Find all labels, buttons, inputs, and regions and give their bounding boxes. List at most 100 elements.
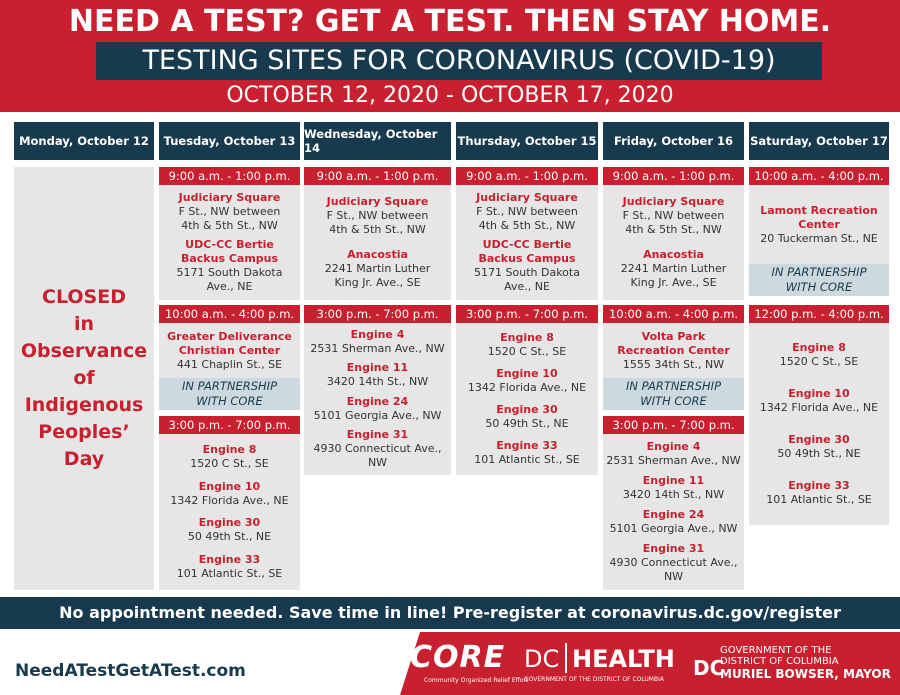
site: Engine 8 1520 C St., SE (749, 341, 889, 369)
partner-line: IN PARTNERSHIP (181, 379, 278, 393)
site-block: Greater Deliverance Christian Center 441 C… (159, 323, 300, 410)
site-block: Judiciary Square F St., NW between 4th & 5… (456, 185, 598, 300)
site-name: Lamont Recreation (760, 203, 878, 217)
site-list: Engine 8 1520 C St., SE Engine 10 1342 Flor… (456, 323, 598, 475)
site: Judiciary Square F St., NW between 4th & 5… (603, 195, 744, 237)
site-address: 4th & 5th St., NW (329, 223, 426, 237)
site: Engine 30 50 49th St., NE (749, 433, 889, 461)
time-bar: 3:00 p.m. - 7:00 p.m. (603, 416, 744, 434)
site-address: F St., NW between (622, 209, 725, 223)
site: Engine 4 2531 Sherman Ave., NW (304, 328, 451, 356)
site-name: Backus Campus (180, 252, 279, 266)
site-name: Judiciary Square (178, 190, 281, 204)
site-list: Lamont Recreation Center 20 Tuckerman St.,… (749, 185, 889, 264)
site: Engine 11 3420 14th St., NW (603, 474, 744, 502)
site-address: 3420 14th St., NW (326, 375, 429, 389)
site: Engine 10 1342 Florida Ave., NE (749, 387, 889, 415)
site-address: Ave., NE (206, 280, 253, 294)
time-bar: 10:00 a.m. - 4:00 p.m. (749, 167, 889, 185)
dc-logo: DC (524, 645, 560, 673)
site-address: 101 Atlantic St., SE (474, 453, 580, 466)
site: Engine 33 101 Atlantic St., SE (456, 439, 598, 467)
site-name: Engine 33 (788, 479, 850, 492)
site-address: 1555 34th St., NW (622, 357, 725, 371)
site-address: 1520 C St., SE (487, 345, 567, 358)
divider (565, 643, 567, 673)
closed-panel: CLOSED in Observance of Indigenous Peoples’ Da… (14, 167, 154, 590)
url: NeedATestGetATest.com (15, 661, 246, 681)
site-address: 1342 Florida Ave., NE (759, 401, 879, 414)
site-address: 4th & 5th St., NW (625, 223, 722, 237)
site-list: Engine 4 2531 Sherman Ave., NW Engine 11 34… (304, 323, 451, 475)
site-address: 101 Atlantic St., SE (176, 567, 283, 581)
closed-text: Observance (20, 340, 148, 362)
site: UDC-CC Bertie Backus Campus 5171 South Dak… (159, 238, 300, 294)
site-list: Engine 8 1520 C St., SE Engine 10 1342 Flor… (159, 434, 300, 590)
site: Judiciary Square F St., NW between 4th & 5… (159, 191, 300, 233)
site-name: Engine 10 (198, 479, 261, 493)
site-address: 2531 Sherman Ave., NW (606, 454, 741, 467)
core-logo: CORE (410, 640, 506, 675)
site-name: Engine 8 (500, 331, 554, 344)
site-name: Engine 33 (496, 439, 558, 452)
site-name: Backus Campus (478, 252, 576, 266)
site-block: Lamont Recreation Center 20 Tuckerman St.,… (749, 185, 889, 296)
closed-text: of (73, 367, 95, 389)
site: Anacostia 2241 Martin Luther King Jr. Ave.… (603, 248, 744, 290)
site: Engine 31 4930 Connecticut Ave., NW (603, 542, 744, 584)
site-address: 2241 Martin Luther (324, 261, 431, 275)
site-list: Judiciary Square F St., NW between 4th & 5… (159, 185, 300, 300)
site-name: Recreation Center (617, 343, 730, 357)
site-address: 5171 South Dakota (474, 266, 580, 280)
site-name: Judiciary Square (476, 190, 578, 204)
day-header: Monday, October 12 (14, 122, 154, 160)
notice: No appointment needed. Save time in line… (0, 597, 900, 629)
site-address: 441 Chaplin St., SE (176, 357, 283, 371)
site-name: Engine 4 (646, 440, 701, 453)
site: Judiciary Square F St., NW between 4th & 5… (304, 195, 451, 237)
site-list: Engine 4 2531 Sherman Ave., NW Engine 11 34… (603, 434, 744, 590)
site-name: Engine 33 (198, 553, 261, 567)
dates: OCTOBER 12, 2020 - OCTOBER 17, 2020 (226, 83, 674, 108)
time-bar: 3:00 p.m. - 7:00 p.m. (159, 416, 300, 434)
partner-line: IN PARTNERSHIP (625, 379, 722, 393)
site-address: 5101 Georgia Ave., NW (313, 408, 442, 422)
site-name: Engine 31 (346, 427, 409, 441)
health-logo: HEALTH (572, 645, 675, 673)
site-address: 4930 Connecticut Ave., NW (609, 556, 738, 583)
site: Engine 11 3420 14th St., NW (304, 361, 451, 389)
partner-note: IN PARTNERSHIP WITH CORE (603, 378, 744, 410)
site-name: Engine 10 (788, 387, 850, 400)
day-header: Saturday, October 17 (749, 122, 889, 160)
time-bar: 9:00 a.m. - 1:00 p.m. (603, 167, 744, 185)
site-address: 50 49th St., NE (485, 417, 569, 430)
site-name: Volta Park (641, 329, 706, 343)
partner-note: IN PARTNERSHIP WITH CORE (159, 378, 300, 410)
site-name: Judiciary Square (622, 195, 725, 209)
site-name: Engine 8 (202, 442, 257, 456)
site-address: 2531 Sherman Ave., NW (310, 342, 445, 356)
site-name: Anacostia (347, 247, 408, 261)
site-name: Engine 30 (496, 403, 558, 416)
partner-line: WITH CORE (640, 394, 707, 408)
site-name: Engine 24 (346, 394, 409, 408)
closed-text: in (73, 313, 95, 335)
site: Engine 8 1520 C St., SE (456, 331, 598, 359)
title: NEED A TEST? GET A TEST. THEN STAY HOME. (68, 4, 832, 39)
site-address: 5171 South Dakota (176, 266, 283, 280)
site-name: Judiciary Square (326, 195, 429, 209)
closed-text: Day (63, 448, 105, 470)
site-block: Judiciary Square F St., NW between 4th & 5… (304, 185, 451, 300)
site-address: King Jr. Ave., SE (334, 275, 421, 289)
health-tagline: GOVERNMENT OF THE DISTRICT OF COLUMBIA (524, 676, 664, 683)
time-bar: 3:00 p.m. - 7:00 p.m. (304, 305, 451, 323)
time-bar: 12:00 p.m. - 4:00 p.m. (749, 305, 889, 323)
subtitle: TESTING SITES FOR CORONAVIRUS (COVID-19) (96, 42, 822, 80)
site: Engine 4 2531 Sherman Ave., NW (603, 440, 744, 468)
day-header: Friday, October 16 (603, 122, 744, 160)
site-name: Greater Deliverance (167, 329, 292, 343)
site-list: Judiciary Square F St., NW between 4th & 5… (603, 185, 744, 300)
gov-line: GOVERNMENT OF THE (720, 645, 832, 656)
site-name: Engine 10 (496, 367, 558, 380)
site-name: Anacostia (643, 247, 704, 261)
